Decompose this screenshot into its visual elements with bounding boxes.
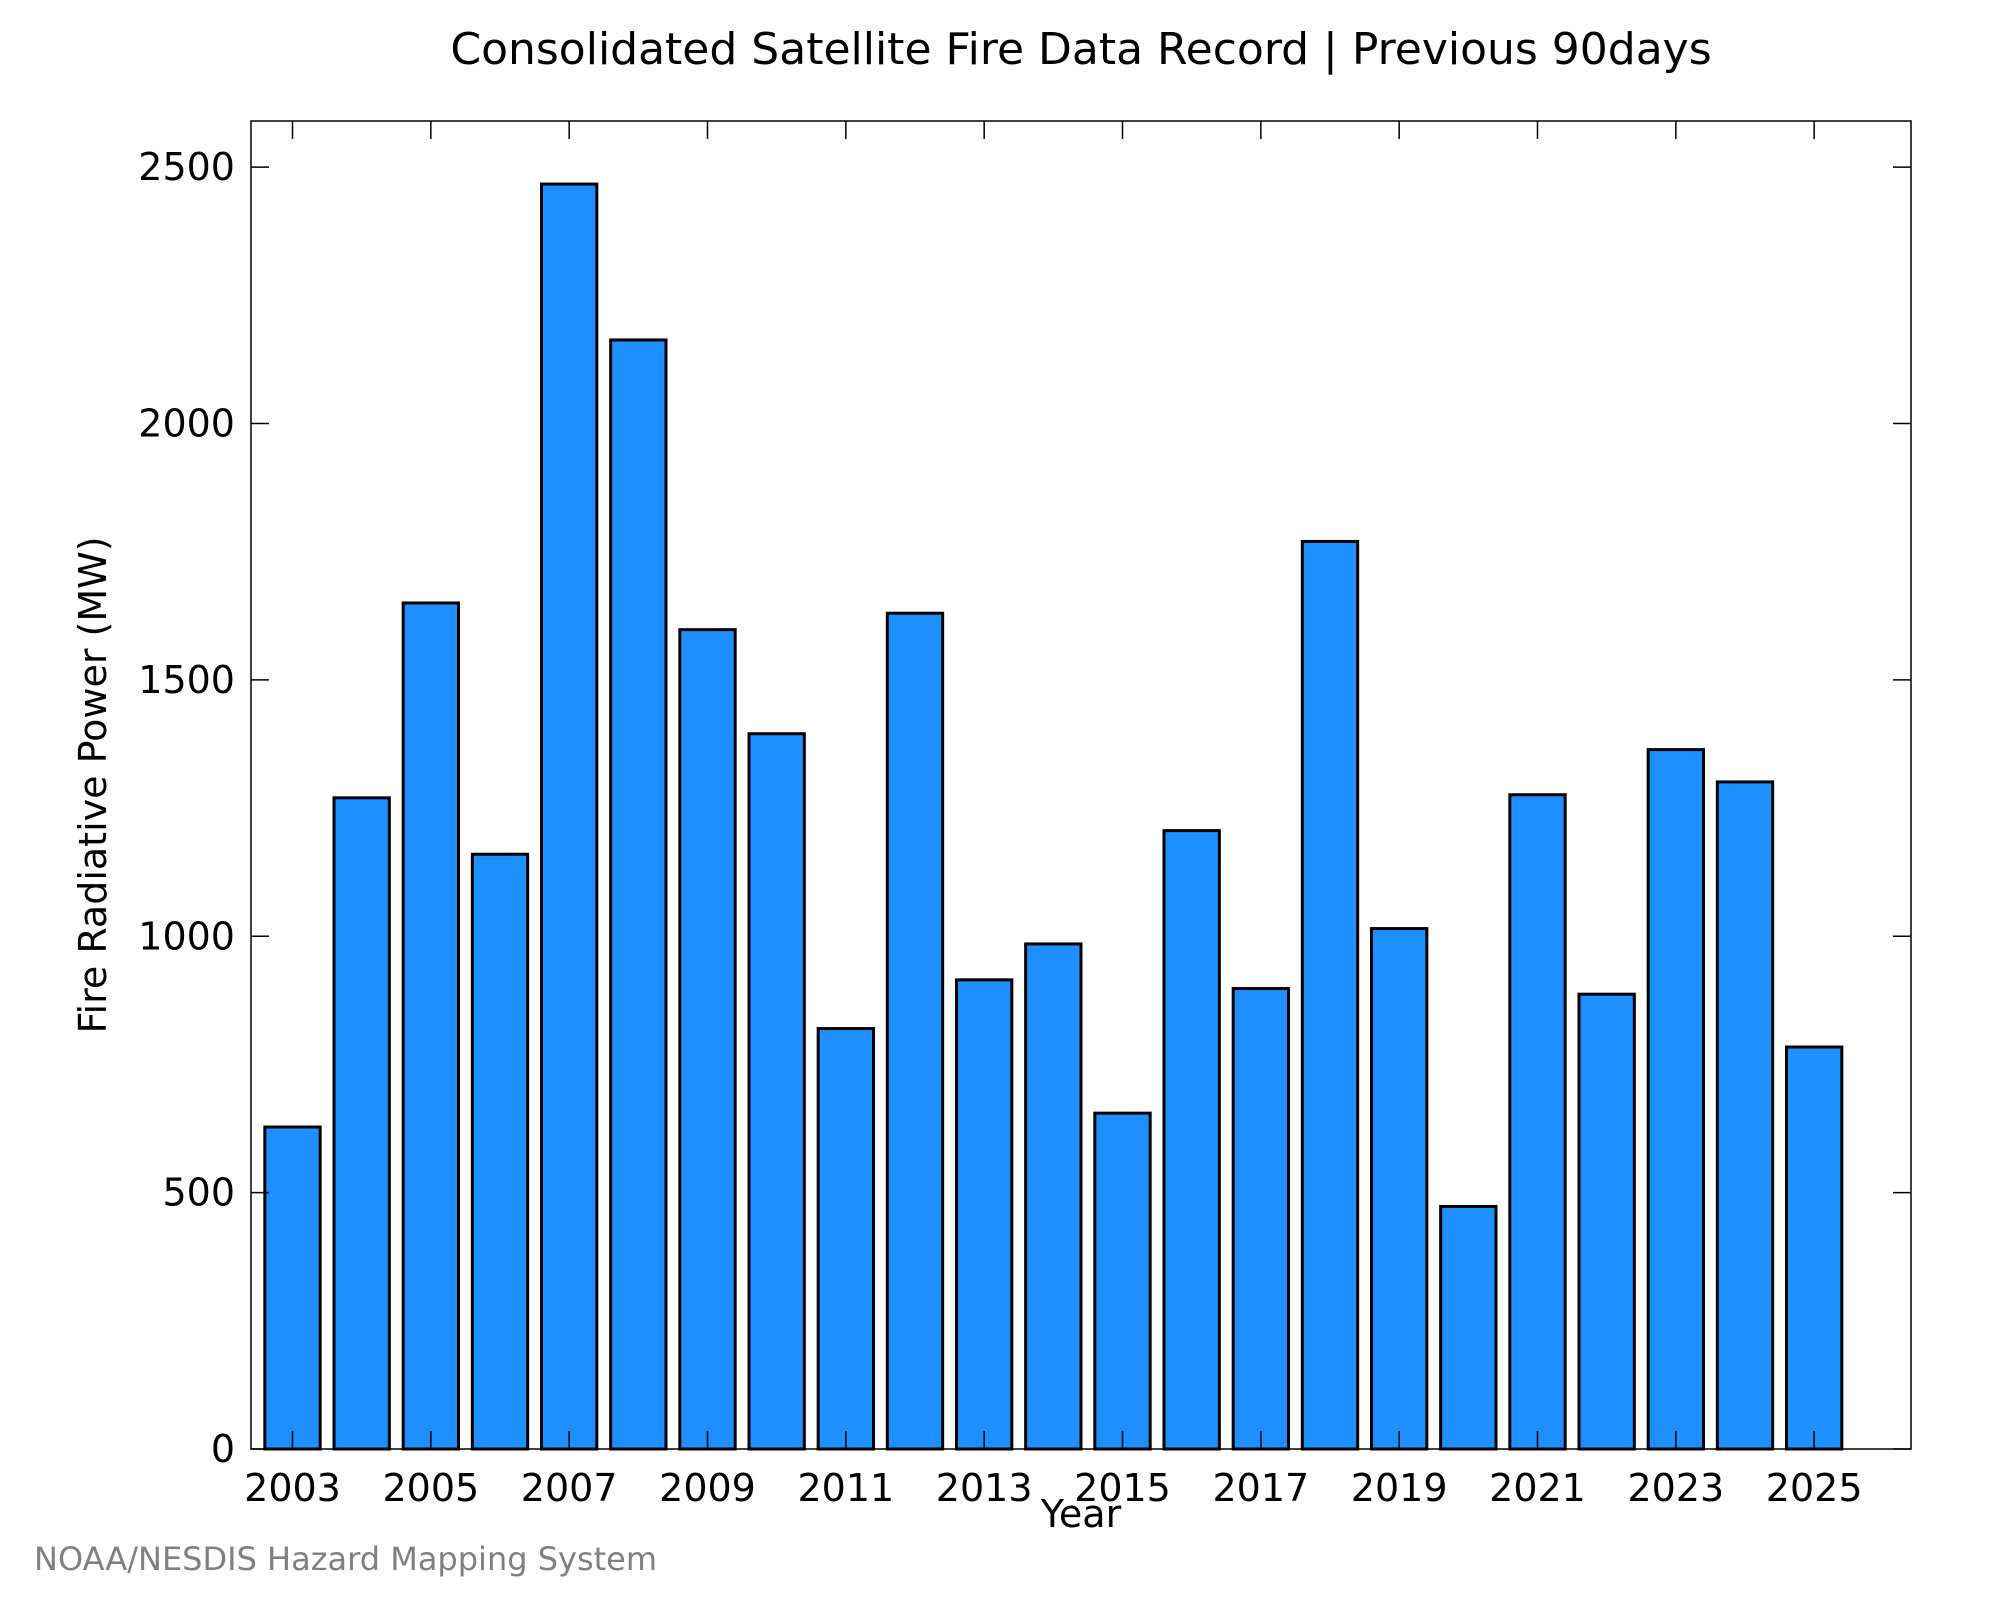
- bar-2011: [816, 1027, 876, 1451]
- bar-2013: [955, 978, 1014, 1451]
- bar-2004: [332, 796, 391, 1451]
- bar-2020: [1439, 1204, 1498, 1451]
- bar-2007: [540, 182, 599, 1451]
- x-tick-label-2011: 2011: [797, 1466, 894, 1510]
- y-tick-label-2000: 2000: [138, 402, 235, 446]
- x-tick-label-2013: 2013: [936, 1466, 1033, 1510]
- bar-2017: [1231, 987, 1290, 1451]
- bar-2006: [470, 852, 530, 1451]
- y-axis: 0 500 1000 1500 2000 2500: [138, 145, 1911, 1471]
- y-tick-label-0: 0: [211, 1427, 235, 1471]
- bar-2008: [609, 338, 668, 1451]
- bar-2022: [1577, 992, 1636, 1451]
- bar-2012: [885, 611, 945, 1451]
- y-axis-label: Fire Radiative Power (MW): [71, 536, 115, 1033]
- x-tick-label-2009: 2009: [659, 1466, 756, 1510]
- x-axis: 2003 2005 2007 2009 2011 2013 2015 2017 2019 2021…: [244, 121, 1863, 1510]
- bar-2016: [1162, 829, 1221, 1451]
- bars-group: [263, 182, 1844, 1451]
- bar-2024: [1715, 780, 1775, 1451]
- x-tick-label-2019: 2019: [1351, 1466, 1448, 1510]
- bar-2025: [1785, 1045, 1844, 1451]
- bar-2009: [678, 628, 737, 1451]
- x-tick-label-2023: 2023: [1627, 1466, 1724, 1510]
- bar-2019: [1370, 927, 1429, 1451]
- x-tick-label-2003: 2003: [244, 1466, 341, 1510]
- bar-2015: [1093, 1111, 1152, 1451]
- x-tick-label-2005: 2005: [382, 1466, 479, 1510]
- x-tick-label-2015: 2015: [1074, 1466, 1171, 1510]
- y-tick-label-1000: 1000: [138, 914, 235, 958]
- bar-2018: [1300, 539, 1360, 1451]
- bar-2005: [401, 601, 460, 1451]
- x-tick-label-2017: 2017: [1212, 1466, 1309, 1510]
- x-tick-label-2007: 2007: [521, 1466, 618, 1510]
- bar-2023: [1646, 748, 1705, 1451]
- bar-2014: [1024, 942, 1083, 1451]
- y-tick-label-1500: 1500: [138, 658, 235, 702]
- bar-2021: [1508, 793, 1567, 1451]
- x-tick-label-2025: 2025: [1766, 1466, 1863, 1510]
- x-axis-label: Year: [1040, 1492, 1122, 1536]
- y-tick-label-500: 500: [162, 1171, 235, 1215]
- bar-2010: [747, 732, 806, 1451]
- x-tick-label-2021: 2021: [1489, 1466, 1586, 1510]
- source-note: NOAA/NESDIS Hazard Mapping System: [34, 1540, 657, 1578]
- y-tick-label-2500: 2500: [138, 145, 235, 189]
- chart-title: Consolidated Satellite Fire Data Record …: [450, 24, 1711, 75]
- bar-2003: [263, 1125, 322, 1451]
